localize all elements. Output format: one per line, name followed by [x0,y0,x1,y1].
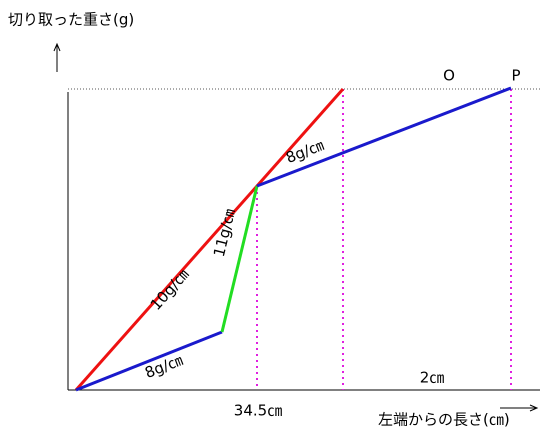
length-first-label: 34.5㎝ [234,402,282,420]
blue-upper-line [256,86,512,188]
point-o-label: O [443,67,455,85]
y-arrow-head [53,42,61,52]
x-arrow-head [529,404,539,412]
y-axis-label: 切り取った重さ(g) [8,11,134,29]
length-last-label: 2㎝ [420,369,445,387]
x-axis-label: 左端からの長さ(㎝) [378,411,510,429]
red-line [74,88,345,391]
green-line [220,185,259,333]
blue-lower-line [75,330,223,392]
point-p-label: P [511,67,520,85]
